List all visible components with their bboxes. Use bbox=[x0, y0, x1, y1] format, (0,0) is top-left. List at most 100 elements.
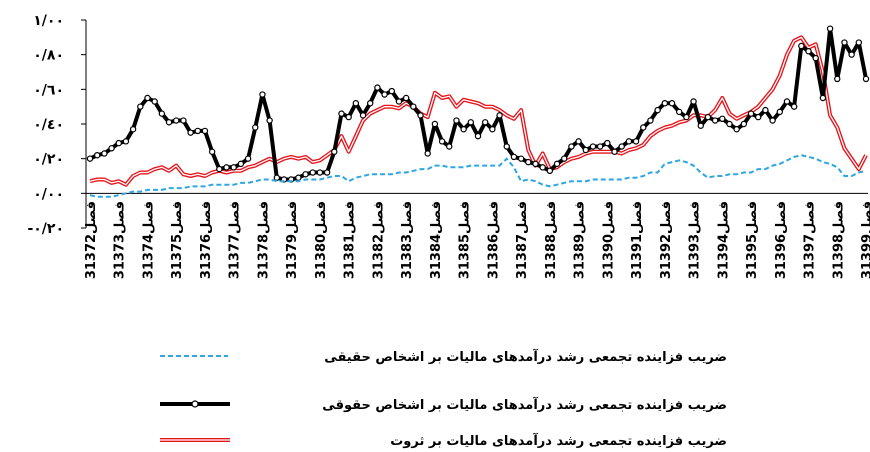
data-point bbox=[697, 122, 704, 129]
data-point bbox=[395, 98, 403, 105]
data-point bbox=[467, 119, 475, 126]
data-point bbox=[711, 117, 719, 124]
x-tick-label: 3فصل1385 bbox=[458, 201, 473, 279]
data-point bbox=[122, 138, 130, 145]
data-point bbox=[259, 91, 266, 98]
x-tick-label: 3فصل1377 bbox=[228, 201, 243, 279]
data-point bbox=[144, 94, 151, 102]
data-point bbox=[726, 120, 733, 128]
x-tick-label: 3فصل1380 bbox=[314, 201, 329, 279]
data-point bbox=[647, 117, 654, 124]
data-point bbox=[683, 113, 690, 121]
data-point bbox=[553, 160, 561, 168]
data-point bbox=[93, 151, 101, 159]
x-tick-label: 3فصل1372 bbox=[84, 201, 99, 279]
x-tick-label: 3فصل1378 bbox=[256, 201, 271, 279]
data-point bbox=[690, 98, 697, 105]
data-point bbox=[208, 148, 216, 155]
series-line bbox=[89, 154, 867, 198]
data-point bbox=[561, 155, 568, 162]
data-point bbox=[841, 39, 848, 46]
data-point bbox=[589, 143, 597, 150]
data-point bbox=[790, 103, 798, 110]
data-point bbox=[611, 148, 618, 155]
data-point bbox=[568, 143, 575, 150]
x-tick-label: 3فصل1389 bbox=[573, 201, 588, 279]
x-tick-label: 3فصل1383 bbox=[400, 201, 415, 279]
data-point bbox=[546, 167, 554, 174]
data-point bbox=[819, 94, 827, 102]
data-point bbox=[108, 145, 115, 152]
data-point bbox=[273, 174, 281, 181]
data-point bbox=[388, 87, 395, 95]
x-tick-label: 3فصل1386 bbox=[486, 201, 501, 279]
y-tick-label: ٠/٠٠ bbox=[33, 186, 64, 202]
data-point bbox=[812, 54, 819, 62]
data-point bbox=[417, 112, 424, 119]
x-tick-label: 3فصل1390 bbox=[601, 201, 616, 279]
data-point bbox=[359, 112, 367, 119]
data-point bbox=[302, 171, 309, 178]
data-point bbox=[776, 108, 783, 116]
y-tick-label: ٠/٤٠ bbox=[33, 117, 64, 133]
legend-marker bbox=[191, 400, 199, 408]
data-point bbox=[596, 143, 604, 150]
data-point bbox=[575, 138, 582, 145]
data-point bbox=[862, 75, 870, 83]
x-tick-label: 3فصل1397 bbox=[803, 201, 818, 279]
data-point bbox=[855, 39, 863, 46]
data-point bbox=[230, 164, 237, 171]
data-point bbox=[266, 117, 273, 124]
data-point bbox=[331, 148, 338, 155]
data-point bbox=[165, 119, 173, 126]
data-point bbox=[805, 48, 812, 55]
data-point bbox=[719, 115, 726, 123]
data-point bbox=[316, 169, 324, 176]
data-point bbox=[525, 158, 532, 166]
data-point bbox=[654, 106, 661, 114]
data-point bbox=[510, 153, 518, 161]
data-point bbox=[323, 169, 331, 176]
data-point bbox=[381, 91, 388, 98]
data-point bbox=[86, 155, 94, 162]
data-point bbox=[424, 150, 431, 157]
data-point bbox=[604, 139, 611, 147]
data-point bbox=[431, 120, 439, 128]
data-point bbox=[244, 155, 252, 162]
data-point bbox=[194, 127, 201, 135]
data-point bbox=[115, 139, 122, 147]
data-point bbox=[180, 117, 187, 124]
data-point bbox=[640, 124, 647, 131]
data-point bbox=[517, 155, 525, 162]
data-point bbox=[496, 112, 503, 119]
data-point bbox=[101, 150, 108, 157]
x-tick-label: 3فصل1398 bbox=[831, 201, 846, 279]
data-point bbox=[460, 125, 467, 133]
data-point bbox=[402, 94, 410, 102]
data-point bbox=[438, 138, 446, 145]
data-point bbox=[762, 106, 769, 114]
data-point bbox=[481, 119, 489, 126]
data-point bbox=[704, 113, 712, 121]
data-point bbox=[367, 99, 374, 107]
data-point bbox=[755, 113, 762, 121]
legend-label: ضریب فزاینده تجمعی رشد درآمدهای مالیات ب… bbox=[322, 396, 727, 413]
x-tick-label: 3فصل1393 bbox=[688, 201, 703, 279]
x-tick-label: 3فصل1374 bbox=[141, 201, 156, 279]
x-tick-label: 3فصل1399 bbox=[860, 201, 870, 279]
x-tick-label: 3فصل1392 bbox=[659, 201, 674, 279]
data-point bbox=[151, 98, 158, 105]
x-tick-label: 3فصل1376 bbox=[199, 201, 214, 279]
data-point bbox=[295, 174, 302, 181]
data-point bbox=[223, 164, 230, 171]
data-point bbox=[783, 98, 791, 105]
x-tick-label: 3فصل1395 bbox=[745, 201, 760, 279]
data-point bbox=[503, 143, 510, 150]
y-tick-label: ٠/٨٠ bbox=[33, 48, 64, 64]
data-point bbox=[173, 117, 180, 124]
data-point bbox=[345, 113, 352, 121]
data-point bbox=[539, 164, 546, 171]
data-point bbox=[237, 160, 245, 168]
x-tick-label: 3فصل1388 bbox=[544, 201, 559, 279]
